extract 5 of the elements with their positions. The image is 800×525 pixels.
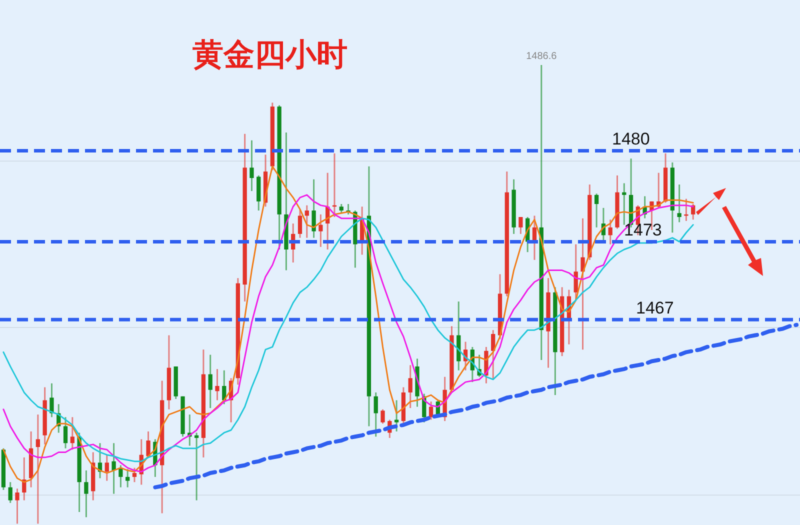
ref-line-label: 1467 — [636, 298, 674, 318]
text: 黄金四小时 — [192, 37, 348, 73]
annotation: 1486.6 — [526, 50, 558, 62]
ref-line-label: 1473 — [624, 220, 662, 240]
ref-line-label: 1480 — [612, 130, 650, 149]
